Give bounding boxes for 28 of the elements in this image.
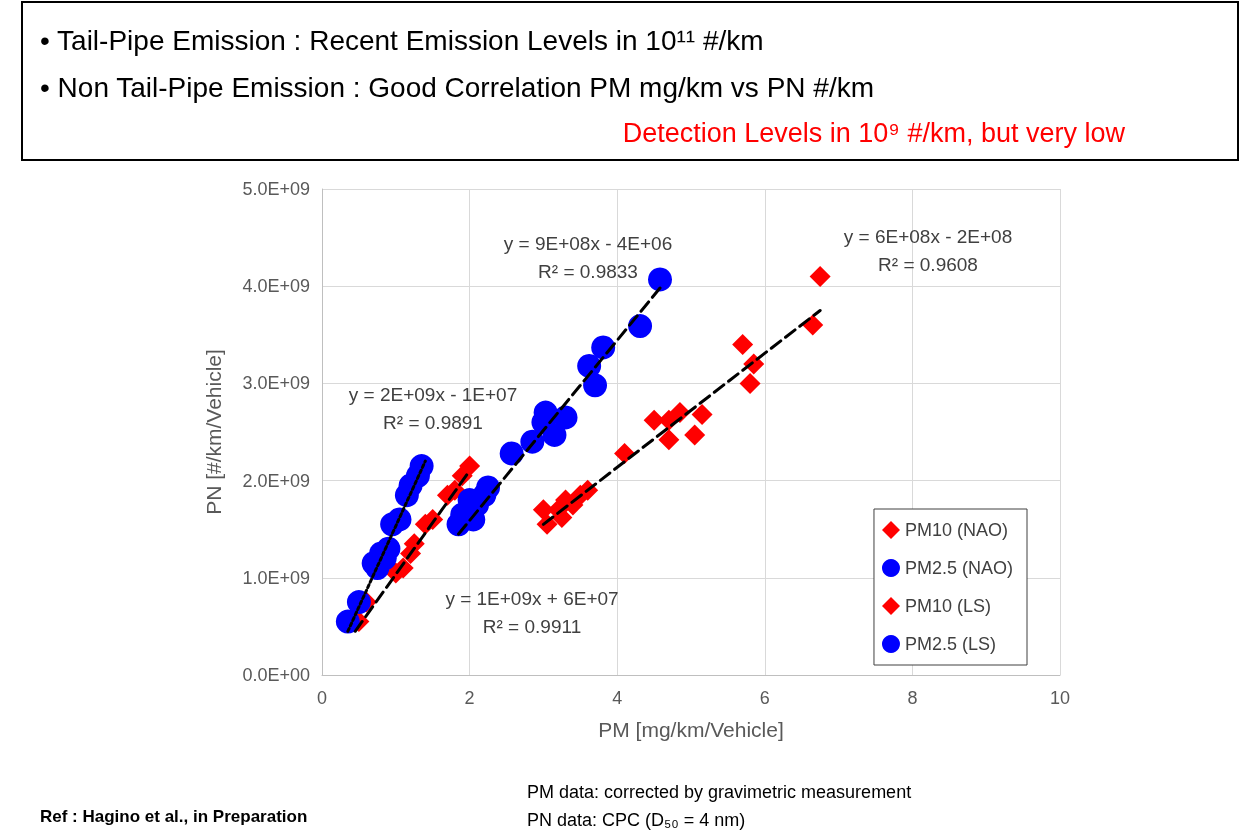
x-tick-label: 6 xyxy=(759,688,770,708)
legend-label: PM10 (LS) xyxy=(904,596,992,616)
legend-label: PM2.5 (LS) xyxy=(904,634,997,654)
annotation: y = 9E+08x - 4E+06 R² = 0.9833 xyxy=(503,232,673,282)
annotation: y = 1E+09x + 6E+07 R² = 0.9911 xyxy=(445,587,619,637)
y-axis-title: PN [#/km/Vehicle] xyxy=(202,349,225,515)
x-tick-label: 4 xyxy=(612,688,623,708)
x-tick-label: 2 xyxy=(464,688,475,708)
chart-title: • Tail-Pipe Emission : Recent Emission Levels in 10¹¹ #/km xyxy=(40,24,764,56)
y-tick-label: 0.0E+00 xyxy=(242,665,310,685)
y-tick-label: 4.0E+09 xyxy=(242,276,310,297)
x-axis-title: PM [mg/km/Vehicle] xyxy=(598,718,784,741)
text: Ref : Hagino et al., in Preparation xyxy=(40,806,308,826)
text: Detection Levels in 10⁹ #/km, but very low xyxy=(622,118,1126,148)
x-tick-label: 8 xyxy=(907,688,918,708)
x-tick-label: 10 xyxy=(1049,688,1071,708)
text: PM data: corrected by gravimetric measurement xyxy=(527,782,912,802)
y-tick-label: 1.0E+09 xyxy=(242,567,310,588)
chart-subtitle: • Non Tail-Pipe Emission : Good Correlation PM mg/km vs PN #/km xyxy=(40,71,874,103)
y-tick-label: 5.0E+09 xyxy=(242,179,310,199)
y-tick-label: 3.0E+09 xyxy=(242,373,310,394)
annotation: y = 6E+08x - 2E+08 R² = 0.9608 xyxy=(843,225,1013,275)
legend-label: PM10 (NAO) xyxy=(904,520,1009,540)
x-tick-label: 0 xyxy=(316,688,328,708)
y-tick-label: 2.0E+09 xyxy=(242,470,310,491)
legend-label: PM2.5 (NAO) xyxy=(904,558,1014,578)
text: PN data: CPC (D₅₀ = 4 nm) xyxy=(527,810,746,830)
annotation: y = 2E+09x - 1E+07 R² = 0.9891 xyxy=(348,383,518,433)
